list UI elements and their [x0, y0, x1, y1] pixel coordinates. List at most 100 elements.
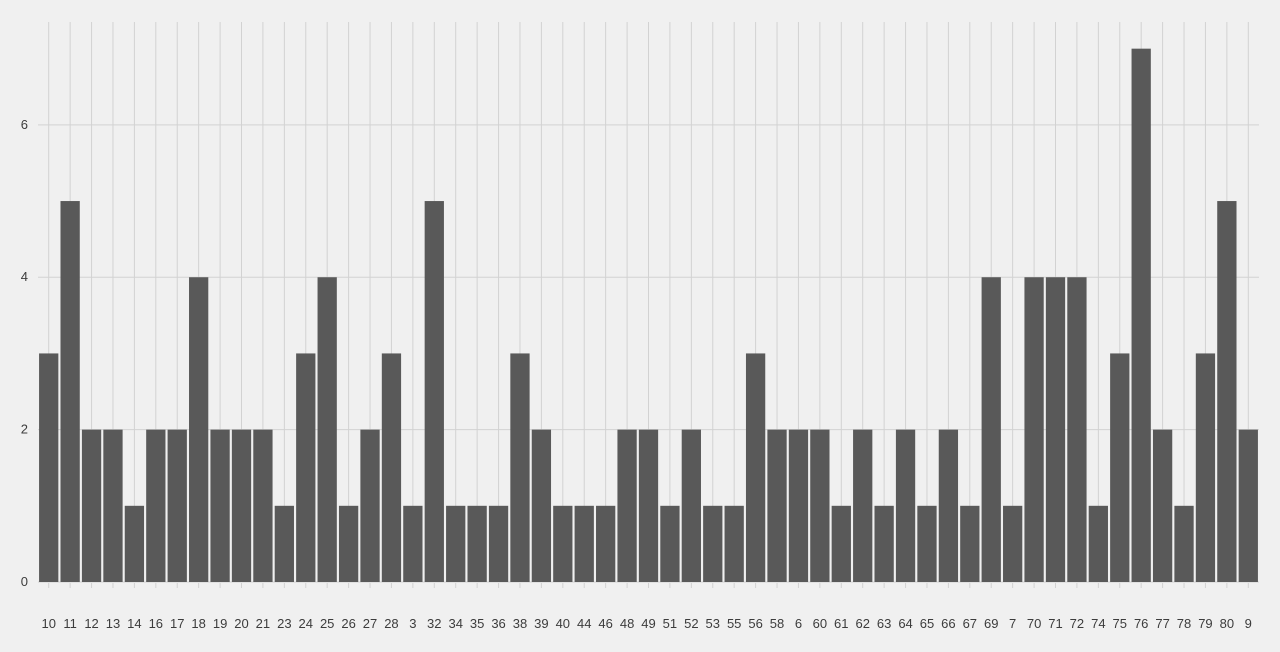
bar-49 [638, 429, 659, 582]
bar-35 [467, 505, 487, 582]
x-tick-label: 34 [448, 616, 462, 631]
bar-layer [39, 48, 1258, 583]
x-tick-label: 71 [1048, 616, 1062, 631]
x-tick-label: 64 [898, 616, 912, 631]
x-tick-label: 69 [984, 616, 998, 631]
bar-14 [124, 505, 145, 582]
bar-16 [146, 429, 166, 582]
bar-66 [938, 429, 959, 582]
x-tick-label: 39 [534, 616, 548, 631]
x-tick-label: 70 [1027, 616, 1041, 631]
bar-44 [574, 505, 594, 582]
x-tick-label: 35 [470, 616, 484, 631]
x-tick-label: 52 [684, 616, 698, 631]
bar-72 [1067, 277, 1087, 582]
bar-24 [296, 353, 316, 582]
x-tick-label: 79 [1198, 616, 1212, 631]
bar-46 [596, 505, 616, 582]
x-tick-label: 58 [770, 616, 784, 631]
bar-28 [381, 353, 402, 582]
x-tick-label: 32 [427, 616, 441, 631]
x-tick-label: 66 [941, 616, 955, 631]
bar-7 [1003, 505, 1023, 582]
x-tick-label: 36 [491, 616, 505, 631]
bar-74 [1088, 505, 1108, 582]
bar-19 [210, 429, 230, 582]
bar-65 [917, 505, 937, 582]
bar-13 [103, 429, 123, 582]
bar-78 [1174, 505, 1194, 582]
x-tick-label: 46 [598, 616, 612, 631]
x-tick-label: 14 [127, 616, 141, 631]
y-tick-label: 2 [21, 422, 28, 437]
x-tick-label: 25 [320, 616, 334, 631]
y-tick-label: 0 [21, 574, 28, 589]
bar-55 [724, 505, 744, 582]
bar-18 [189, 277, 209, 582]
bar-32 [424, 201, 444, 583]
x-tick-label: 16 [149, 616, 163, 631]
x-tick-label: 61 [834, 616, 848, 631]
x-tick-label: 60 [813, 616, 827, 631]
x-tick-label: 13 [106, 616, 120, 631]
x-tick-label: 76 [1134, 616, 1148, 631]
bar-6 [788, 429, 809, 582]
bar-36 [488, 505, 509, 582]
x-tick-label: 44 [577, 616, 591, 631]
x-tick-label: 17 [170, 616, 184, 631]
bar-71 [1045, 277, 1066, 582]
x-tick-label: 40 [556, 616, 570, 631]
x-tick-label: 56 [748, 616, 762, 631]
bar-38 [510, 353, 530, 582]
bar-69 [981, 277, 1001, 582]
x-tick-label: 21 [256, 616, 270, 631]
bar-21 [253, 429, 273, 582]
bar-25 [317, 277, 337, 582]
x-tick-label: 75 [1113, 616, 1127, 631]
bar-48 [617, 429, 637, 582]
x-tick-label: 62 [855, 616, 869, 631]
x-tick-label: 20 [234, 616, 248, 631]
bar-17 [167, 429, 187, 582]
x-tick-label: 23 [277, 616, 291, 631]
bar-34 [446, 505, 466, 582]
x-tick-label: 51 [663, 616, 677, 631]
bar-9 [1238, 429, 1258, 582]
bar-53 [703, 505, 723, 582]
x-tick-label: 74 [1091, 616, 1105, 631]
bar-20 [231, 429, 252, 582]
bar-51 [660, 505, 680, 582]
bar-26 [338, 505, 359, 582]
bar-56 [745, 353, 766, 582]
x-tick-label: 78 [1177, 616, 1191, 631]
x-tick-label: 77 [1155, 616, 1169, 631]
x-tick-label: 3 [409, 616, 416, 631]
bar-12 [81, 429, 102, 582]
bar-11 [60, 201, 80, 583]
x-tick-label: 28 [384, 616, 398, 631]
bar-75 [1110, 353, 1130, 582]
bar-64 [895, 429, 916, 582]
x-tick-label: 27 [363, 616, 377, 631]
x-tick-label: 24 [299, 616, 313, 631]
bar-70 [1024, 277, 1044, 582]
x-tick-label: 11 [63, 616, 77, 631]
bar-23 [274, 505, 294, 582]
x-tick-label: 7 [1009, 616, 1016, 631]
x-tick-label: 48 [620, 616, 634, 631]
x-tick-label: 26 [341, 616, 355, 631]
y-axis: 0 2 4 6 [21, 117, 28, 589]
x-tick-label: 18 [191, 616, 205, 631]
bar-79 [1195, 353, 1216, 582]
bar-52 [681, 429, 701, 582]
x-tick-label: 65 [920, 616, 934, 631]
x-tick-label: 67 [963, 616, 977, 631]
x-tick-label: 63 [877, 616, 891, 631]
x-tick-label: 55 [727, 616, 741, 631]
x-tick-label: 53 [706, 616, 720, 631]
bar-80 [1217, 201, 1237, 583]
x-tick-label: 12 [84, 616, 98, 631]
bar-63 [874, 505, 894, 582]
